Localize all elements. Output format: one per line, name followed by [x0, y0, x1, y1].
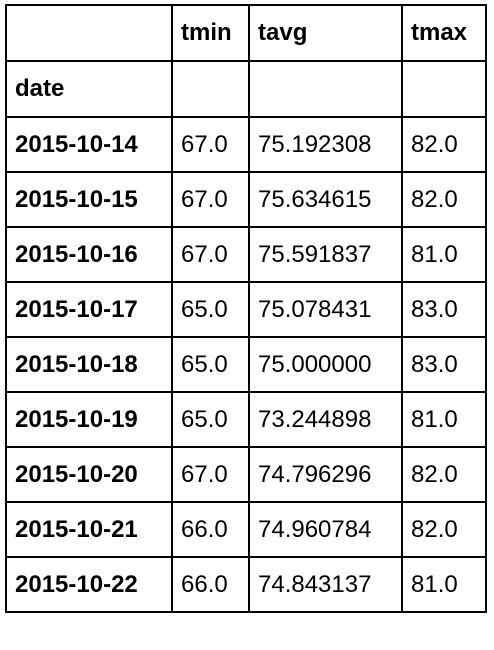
cell-tavg: 75.000000 — [248, 336, 403, 393]
cell-tmax: 83.0 — [401, 281, 487, 338]
row-index-date: 2015-10-21 — [5, 501, 173, 558]
empty-header-cell — [171, 60, 250, 118]
row-index-date: 2015-10-16 — [5, 226, 173, 283]
cell-tavg: 75.192308 — [248, 116, 403, 173]
column-header-row: tmin tavg tmax — [5, 4, 487, 62]
cell-tmin: 67.0 — [171, 446, 250, 503]
cell-tmin: 65.0 — [171, 391, 250, 448]
cell-tmax: 83.0 — [401, 336, 487, 393]
row-index-date: 2015-10-22 — [5, 556, 173, 613]
cell-tavg: 74.796296 — [248, 446, 403, 503]
row-index-date: 2015-10-18 — [5, 336, 173, 393]
column-header-tavg: tavg — [248, 4, 403, 62]
table-row: 2015-10-18 65.0 75.000000 83.0 — [5, 336, 487, 393]
cell-tmin: 65.0 — [171, 336, 250, 393]
empty-header-cell — [248, 60, 403, 118]
table-row: 2015-10-22 66.0 74.843137 81.0 — [5, 556, 487, 613]
table-row: 2015-10-14 67.0 75.192308 82.0 — [5, 116, 487, 173]
dataframe-table: tmin tavg tmax date 2015-10-14 67.0 75.1… — [5, 4, 487, 613]
row-index-date: 2015-10-19 — [5, 391, 173, 448]
row-index-date: 2015-10-20 — [5, 446, 173, 503]
corner-cell — [5, 4, 173, 62]
table-row: 2015-10-15 67.0 75.634615 82.0 — [5, 171, 487, 228]
cell-tmax: 81.0 — [401, 391, 487, 448]
table-row: 2015-10-19 65.0 73.244898 81.0 — [5, 391, 487, 448]
cell-tavg: 75.591837 — [248, 226, 403, 283]
cell-tmin: 66.0 — [171, 556, 250, 613]
table-row: 2015-10-21 66.0 74.960784 82.0 — [5, 501, 487, 558]
row-index-date: 2015-10-14 — [5, 116, 173, 173]
cell-tavg: 75.078431 — [248, 281, 403, 338]
column-header-tmin: tmin — [171, 4, 250, 62]
cell-tmin: 65.0 — [171, 281, 250, 338]
cell-tmin: 66.0 — [171, 501, 250, 558]
cell-tavg: 73.244898 — [248, 391, 403, 448]
cell-tmin: 67.0 — [171, 226, 250, 283]
column-header-tmax: tmax — [401, 4, 487, 62]
cell-tavg: 74.960784 — [248, 501, 403, 558]
row-index-date: 2015-10-15 — [5, 171, 173, 228]
cell-tmax: 82.0 — [401, 446, 487, 503]
cell-tmax: 82.0 — [401, 171, 487, 228]
cell-tavg: 74.843137 — [248, 556, 403, 613]
cell-tmin: 67.0 — [171, 171, 250, 228]
row-index-date: 2015-10-17 — [5, 281, 173, 338]
cell-tmin: 67.0 — [171, 116, 250, 173]
table-row: 2015-10-16 67.0 75.591837 81.0 — [5, 226, 487, 283]
cell-tmax: 82.0 — [401, 116, 487, 173]
cell-tmax: 81.0 — [401, 226, 487, 283]
index-name-header: date — [5, 60, 173, 118]
cell-tmax: 82.0 — [401, 501, 487, 558]
table-row: 2015-10-17 65.0 75.078431 83.0 — [5, 281, 487, 338]
cell-tmax: 81.0 — [401, 556, 487, 613]
table-row: 2015-10-20 67.0 74.796296 82.0 — [5, 446, 487, 503]
table-body: 2015-10-14 67.0 75.192308 82.0 2015-10-1… — [5, 116, 487, 613]
cell-tavg: 75.634615 — [248, 171, 403, 228]
empty-header-cell — [401, 60, 487, 118]
index-header-row: date — [5, 60, 487, 118]
